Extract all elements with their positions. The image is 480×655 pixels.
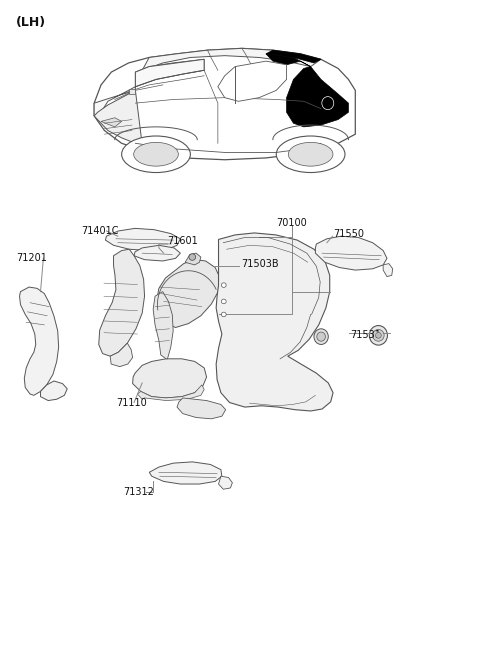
Text: 71110: 71110	[116, 398, 147, 407]
Text: 71531: 71531	[350, 330, 381, 341]
Text: 71201: 71201	[16, 253, 47, 263]
Polygon shape	[94, 48, 355, 160]
Ellipse shape	[189, 253, 196, 260]
Polygon shape	[137, 385, 204, 401]
Polygon shape	[177, 398, 226, 419]
Ellipse shape	[372, 329, 384, 341]
Ellipse shape	[221, 312, 226, 317]
Text: 71312: 71312	[123, 487, 154, 497]
Polygon shape	[135, 60, 204, 86]
Polygon shape	[110, 343, 132, 367]
Polygon shape	[266, 54, 348, 127]
Polygon shape	[106, 229, 180, 251]
Ellipse shape	[375, 332, 381, 338]
Polygon shape	[99, 250, 144, 356]
Ellipse shape	[288, 142, 333, 166]
Polygon shape	[20, 287, 59, 396]
Polygon shape	[149, 462, 222, 484]
Ellipse shape	[314, 329, 328, 345]
Polygon shape	[315, 236, 387, 270]
Ellipse shape	[276, 136, 345, 172]
Ellipse shape	[317, 332, 325, 341]
Ellipse shape	[133, 142, 179, 166]
Text: (LH): (LH)	[16, 16, 46, 29]
Polygon shape	[142, 48, 321, 70]
Polygon shape	[216, 233, 333, 411]
Polygon shape	[101, 118, 121, 127]
Polygon shape	[218, 61, 287, 102]
Text: 71503B: 71503B	[241, 259, 278, 269]
Polygon shape	[132, 359, 206, 398]
Polygon shape	[153, 291, 173, 359]
Polygon shape	[218, 476, 232, 489]
Ellipse shape	[221, 299, 226, 304]
Text: 70100: 70100	[276, 218, 307, 228]
Polygon shape	[185, 253, 201, 265]
Polygon shape	[383, 263, 393, 276]
Ellipse shape	[322, 97, 334, 109]
Polygon shape	[156, 259, 220, 328]
Polygon shape	[129, 88, 135, 94]
Polygon shape	[94, 60, 204, 116]
Text: 71550: 71550	[333, 229, 364, 238]
Polygon shape	[94, 90, 142, 145]
Polygon shape	[40, 381, 67, 401]
Ellipse shape	[221, 283, 226, 288]
Text: 71601: 71601	[168, 236, 198, 246]
Polygon shape	[266, 50, 321, 63]
Ellipse shape	[369, 326, 387, 345]
Ellipse shape	[121, 136, 191, 172]
Polygon shape	[134, 246, 180, 261]
Text: 71401C: 71401C	[82, 226, 119, 236]
